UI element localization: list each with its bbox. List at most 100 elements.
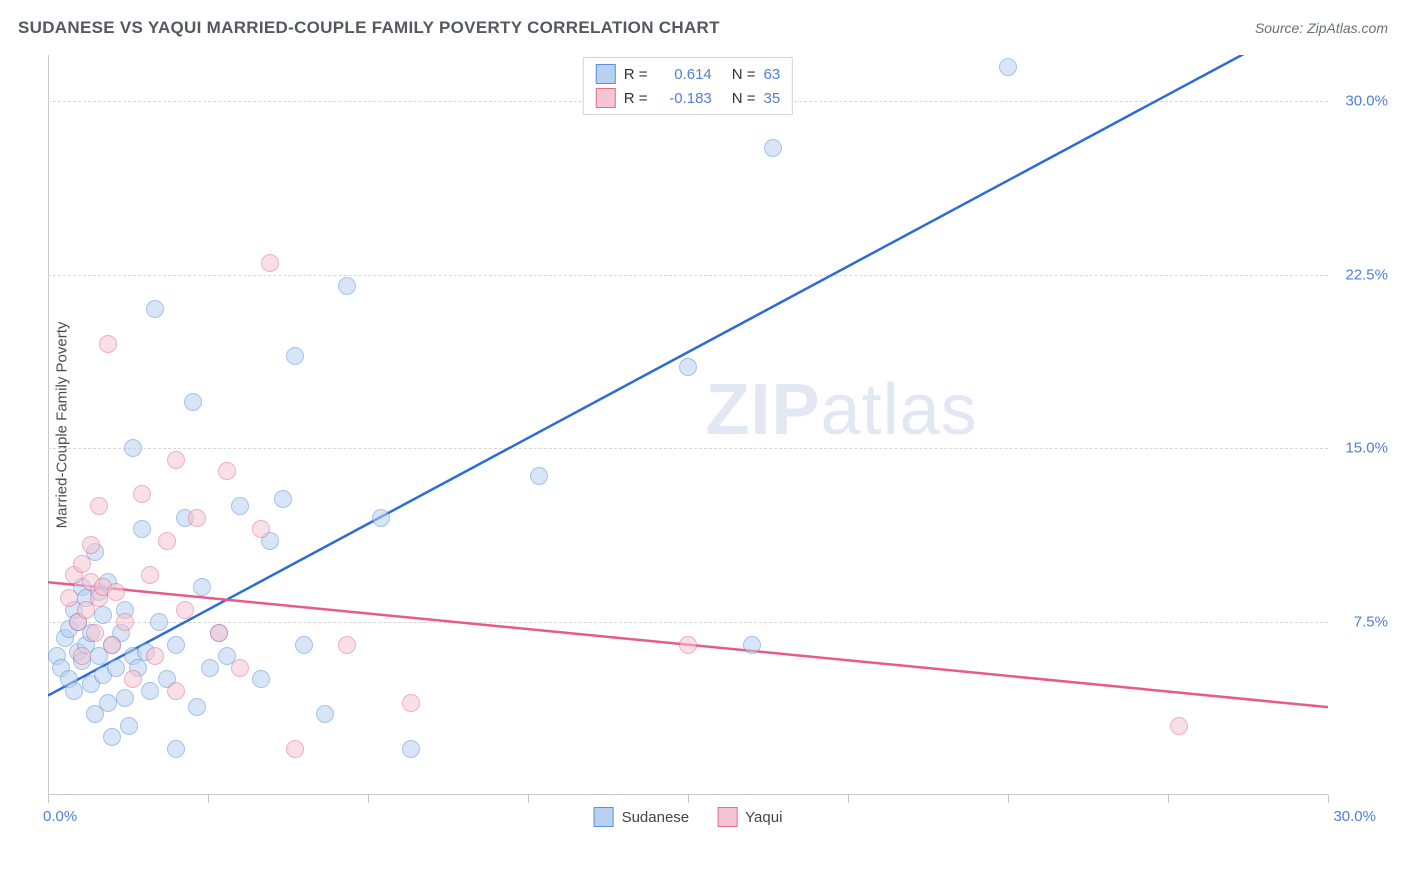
series-legend: Sudanese Yaqui [594,807,783,827]
data-point [86,624,104,642]
data-point [188,509,206,527]
data-point [167,636,185,654]
data-point [133,520,151,538]
data-point [146,647,164,665]
data-point [167,740,185,758]
data-point [99,335,117,353]
data-point [103,636,121,654]
data-point [94,606,112,624]
data-point [338,277,356,295]
data-point [116,689,134,707]
data-point [530,467,548,485]
y-tick-label: 22.5% [1345,266,1388,283]
data-point [167,451,185,469]
x-axis-min-label: 0.0% [43,808,77,825]
series-swatch [596,88,616,108]
series-swatch [596,64,616,84]
r-label: R = [624,90,652,107]
grid-line [48,622,1328,623]
r-value: -0.183 [660,90,712,107]
chart-title: SUDANESE VS YAQUI MARRIED-COUPLE FAMILY … [18,18,720,38]
data-point [124,670,142,688]
data-point [316,705,334,723]
legend-item: Sudanese [594,807,690,827]
data-point [124,439,142,457]
y-tick-label: 7.5% [1354,613,1388,630]
watermark: ZIPatlas [706,369,978,451]
data-point [133,485,151,503]
chart-plot-area: Married-Couple Family Poverty 7.5%15.0%2… [48,55,1328,795]
data-point [158,532,176,550]
y-tick-label: 30.0% [1345,93,1388,110]
r-label: R = [624,66,652,83]
y-axis-label: Married-Couple Family Poverty [54,322,71,529]
x-tick [208,795,209,803]
series-swatch [717,807,737,827]
data-point [679,358,697,376]
y-axis-line [48,55,49,795]
data-point [176,601,194,619]
data-point [402,740,420,758]
data-point [999,58,1017,76]
correlation-legend: R = 0.614 N = 63 R = -0.183 N = 35 [583,57,793,115]
data-point [107,659,125,677]
n-label: N = [732,90,756,107]
data-point [274,490,292,508]
legend-item: Yaqui [717,807,782,827]
n-value: 63 [764,66,781,83]
x-tick [368,795,369,803]
y-tick-label: 15.0% [1345,440,1388,457]
source-attribution: Source: ZipAtlas.com [1255,20,1388,36]
data-point [167,682,185,700]
data-point [764,139,782,157]
data-point [116,613,134,631]
data-point [286,347,304,365]
correlation-row: R = -0.183 N = 35 [596,86,780,110]
x-tick [688,795,689,803]
data-point [99,694,117,712]
data-point [193,578,211,596]
data-point [201,659,219,677]
data-point [188,698,206,716]
data-point [218,462,236,480]
data-point [252,670,270,688]
trend-lines [48,55,1328,795]
data-point [150,613,168,631]
data-point [338,636,356,654]
data-point [231,497,249,515]
data-point [120,717,138,735]
data-point [210,624,228,642]
correlation-row: R = 0.614 N = 63 [596,62,780,86]
data-point [73,555,91,573]
data-point [679,636,697,654]
x-axis-max-label: 30.0% [1333,808,1376,825]
data-point [261,254,279,272]
x-tick [848,795,849,803]
data-point [60,589,78,607]
series-swatch [594,807,614,827]
data-point [231,659,249,677]
data-point [295,636,313,654]
data-point [82,536,100,554]
x-tick [528,795,529,803]
data-point [65,682,83,700]
data-point [141,566,159,584]
data-point [252,520,270,538]
data-point [73,647,91,665]
x-tick [1008,795,1009,803]
trend-line [48,55,1242,696]
grid-line [48,275,1328,276]
data-point [146,300,164,318]
data-point [107,583,125,601]
data-point [90,497,108,515]
x-tick [48,795,49,803]
n-label: N = [732,66,756,83]
data-point [1170,717,1188,735]
r-value: 0.614 [660,66,712,83]
series-name: Sudanese [622,809,690,826]
n-value: 35 [764,90,781,107]
x-tick [1168,795,1169,803]
x-tick [1328,795,1329,803]
series-name: Yaqui [745,809,782,826]
grid-line [48,448,1328,449]
